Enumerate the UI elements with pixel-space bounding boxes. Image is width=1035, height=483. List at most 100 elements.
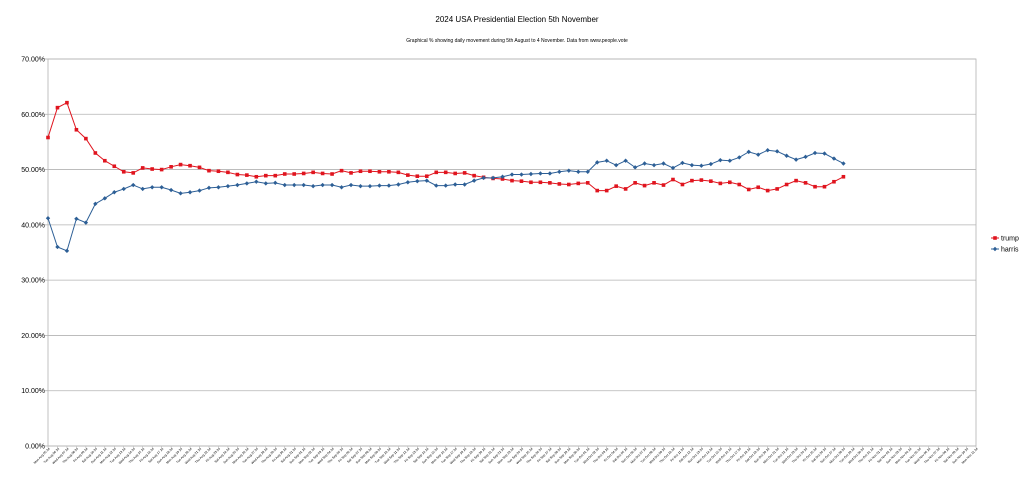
y-tick-label: 50.00% (21, 167, 45, 174)
data-point-harris (642, 161, 647, 166)
data-point-harris (699, 163, 704, 168)
data-point-trump (548, 181, 552, 185)
data-point-trump (794, 178, 798, 183)
data-point-trump (699, 178, 704, 182)
data-point-trump (803, 181, 808, 185)
data-point-trump (671, 177, 675, 182)
data-point-harris (140, 186, 145, 192)
data-point-trump (576, 181, 581, 186)
data-point-trump (585, 181, 590, 185)
legend-marker-trump (993, 236, 997, 240)
data-point-harris (405, 180, 411, 185)
data-point-harris (841, 161, 846, 166)
data-point-trump (765, 188, 770, 193)
legend-marker-harris (992, 246, 998, 252)
data-point-trump (500, 177, 505, 181)
y-tick-label: 0.00% (25, 444, 45, 451)
data-point-trump (557, 182, 562, 186)
data-point-trump (169, 165, 173, 169)
data-point-trump (718, 181, 723, 186)
data-point-trump (349, 171, 353, 175)
data-point-harris (348, 182, 354, 188)
data-point-harris (566, 168, 572, 173)
data-point-harris (490, 175, 496, 181)
data-point-harris (443, 183, 448, 188)
y-tick-label: 40.00% (21, 222, 45, 229)
data-point-harris (292, 182, 297, 188)
data-point-harris (244, 181, 250, 186)
y-tick-label: 70.00% (21, 57, 45, 64)
data-point-harris (310, 183, 316, 189)
data-point-trump (756, 185, 761, 190)
data-point-harris (746, 149, 751, 155)
data-point-harris (149, 185, 155, 190)
data-point-harris (396, 182, 401, 187)
data-point-trump (462, 171, 467, 175)
data-point-trump (822, 184, 827, 189)
data-point-trump (434, 170, 439, 175)
data-point-trump (197, 165, 202, 170)
data-point-trump (216, 169, 221, 174)
data-point-trump (282, 172, 287, 176)
data-point-harris (45, 216, 51, 221)
data-point-harris (670, 165, 676, 171)
data-point-harris (159, 185, 164, 190)
data-point-trump (311, 170, 315, 175)
data-point-trump (339, 168, 344, 173)
data-point-trump (74, 127, 79, 132)
data-point-harris (301, 182, 306, 188)
data-point-harris (206, 185, 212, 191)
data-point-trump (320, 171, 325, 176)
y-tick-label: 20.00% (21, 333, 45, 340)
data-point-trump (235, 172, 240, 177)
data-point-trump (387, 169, 391, 174)
series-layer (45, 100, 846, 254)
data-point-trump (254, 174, 259, 179)
data-point-trump (103, 158, 107, 163)
data-point-harris (434, 183, 439, 188)
data-point-trump (415, 174, 420, 179)
data-point-trump (93, 151, 98, 155)
data-point-trump (188, 163, 192, 168)
data-point-harris (168, 187, 174, 193)
data-point-trump (642, 183, 647, 188)
data-point-harris (737, 155, 742, 160)
data-point-harris (623, 158, 628, 163)
data-point-harris (519, 172, 524, 177)
data-point-trump (775, 187, 779, 191)
data-point-harris (225, 183, 231, 189)
data-point-trump (112, 164, 117, 169)
data-point-trump (813, 184, 817, 189)
data-point-trump (472, 173, 476, 178)
data-point-harris (178, 191, 183, 196)
data-point-trump (55, 105, 60, 110)
data-point-trump (159, 167, 164, 172)
data-point-harris (576, 169, 581, 174)
data-point-harris (93, 201, 98, 207)
data-point-harris (187, 190, 193, 195)
gridlines (45, 58, 976, 447)
legend: trump harris (991, 236, 1019, 254)
data-point-harris (415, 178, 420, 184)
data-point-trump (377, 169, 382, 174)
data-point-harris (831, 156, 837, 161)
data-point-harris (661, 161, 666, 166)
data-point-harris (528, 171, 534, 177)
data-point-trump (746, 187, 751, 192)
data-point-trump (510, 178, 514, 183)
data-point-trump (652, 181, 656, 185)
data-point-harris (83, 220, 89, 225)
data-point-trump (84, 136, 88, 141)
data-point-harris (604, 158, 609, 163)
data-point-trump (690, 178, 694, 183)
data-point-trump (245, 173, 249, 177)
data-point-trump (443, 170, 448, 175)
chart-title: 2024 USA Presidential Election 5th Novem… (435, 15, 599, 24)
data-point-harris (452, 182, 458, 187)
data-point-trump (453, 171, 457, 176)
data-point-trump (737, 182, 742, 187)
data-point-harris (538, 171, 543, 176)
data-point-trump (46, 135, 50, 140)
data-point-trump (121, 169, 126, 174)
